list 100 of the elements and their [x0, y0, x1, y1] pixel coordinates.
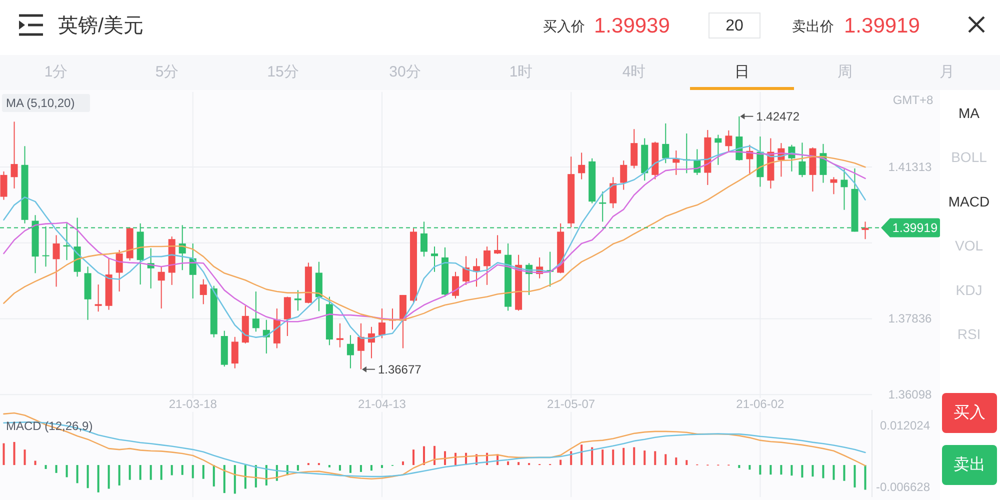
bar	[570, 451, 572, 466]
bar	[160, 465, 162, 480]
bar	[223, 465, 226, 494]
bar	[644, 450, 646, 466]
x-tick-label: 21-04-13	[358, 397, 406, 411]
text: BOLL	[951, 149, 988, 166]
bar	[170, 465, 173, 476]
bar	[612, 450, 614, 466]
bar	[202, 465, 204, 479]
bar	[770, 465, 772, 475]
x-tick-label: 21-05-07	[547, 397, 596, 411]
x-tick-label: 21-06-02	[736, 397, 785, 411]
text: 20	[726, 18, 744, 34]
bar	[370, 465, 372, 471]
text: 买入	[954, 404, 986, 422]
annotation: 1.36677	[378, 362, 422, 376]
text: GMT+8	[892, 93, 934, 107]
line-series	[3, 422, 866, 478]
y-tick-label: 1.37836	[888, 312, 932, 326]
bar	[296, 465, 299, 471]
bar	[780, 465, 782, 475]
bar	[380, 465, 383, 468]
bar	[234, 465, 236, 494]
bar	[108, 465, 110, 489]
annotation: 1.42472	[756, 109, 800, 124]
bar	[602, 450, 604, 466]
text: MACD	[948, 193, 990, 210]
bar	[360, 465, 362, 472]
bar	[664, 454, 667, 466]
bar	[580, 444, 583, 466]
chart-title: MA (5,10,20)	[6, 96, 75, 110]
bar	[212, 465, 215, 486]
text: KDJ	[956, 282, 982, 298]
bar	[801, 465, 804, 478]
y-tick-label: 0.012024	[880, 418, 930, 432]
y-tick-label: 1.36098	[888, 388, 932, 402]
bar	[434, 446, 436, 466]
bar	[560, 460, 562, 466]
text: 卖出	[954, 456, 986, 474]
bar	[118, 465, 120, 486]
text: 15分	[267, 64, 299, 80]
bar	[422, 446, 425, 466]
text: VOL	[954, 238, 984, 254]
bar	[86, 465, 89, 488]
bar	[591, 447, 594, 466]
bar	[34, 460, 36, 466]
text: RSI	[957, 326, 981, 342]
text: 5分	[155, 64, 179, 80]
text: 1分	[44, 64, 68, 80]
bar	[150, 465, 152, 480]
bar	[748, 465, 751, 470]
bar	[812, 465, 814, 477]
text: 卖出价	[792, 18, 834, 34]
text: 日	[734, 64, 750, 80]
bar	[790, 465, 793, 476]
bar	[654, 451, 656, 466]
bar	[622, 448, 625, 466]
bar	[507, 461, 510, 466]
text: 英镑/美元	[58, 14, 144, 37]
bar	[244, 465, 246, 489]
bar	[76, 465, 78, 484]
text: 周	[838, 64, 852, 80]
bar	[2, 443, 5, 466]
text: 1.39919	[844, 14, 920, 38]
text: 1.39939	[594, 14, 670, 38]
text: 月	[940, 64, 954, 80]
bar	[864, 465, 866, 490]
text: 30分	[389, 64, 421, 80]
bar	[13, 442, 16, 466]
bar	[66, 465, 68, 478]
line-series	[3, 412, 866, 480]
bar	[97, 465, 100, 492]
bar	[139, 465, 142, 480]
y-tick-label: -0.006628	[876, 480, 930, 494]
bar	[633, 447, 636, 466]
bar	[686, 460, 688, 466]
bar	[128, 465, 131, 480]
bar	[24, 450, 26, 466]
bar	[44, 465, 47, 469]
x-tick-label: 21-03-18	[168, 397, 218, 411]
text: 1时	[509, 64, 533, 80]
bar	[402, 461, 404, 466]
text: 买入价	[543, 18, 585, 34]
bar	[854, 465, 856, 488]
text: 4时	[622, 64, 646, 80]
bar	[412, 450, 414, 466]
bar	[738, 465, 740, 468]
bar	[843, 465, 846, 481]
bar	[675, 457, 678, 466]
bar	[192, 465, 194, 478]
bar	[444, 451, 446, 466]
bar	[759, 465, 762, 475]
bar	[181, 465, 184, 475]
bar	[349, 465, 352, 473]
bar	[832, 465, 835, 480]
bar	[822, 465, 824, 478]
y-tick-label: 1.41313	[888, 160, 932, 174]
text: MA	[958, 105, 980, 121]
bar	[518, 462, 520, 466]
ref-line-label: 1.39919	[892, 220, 938, 235]
